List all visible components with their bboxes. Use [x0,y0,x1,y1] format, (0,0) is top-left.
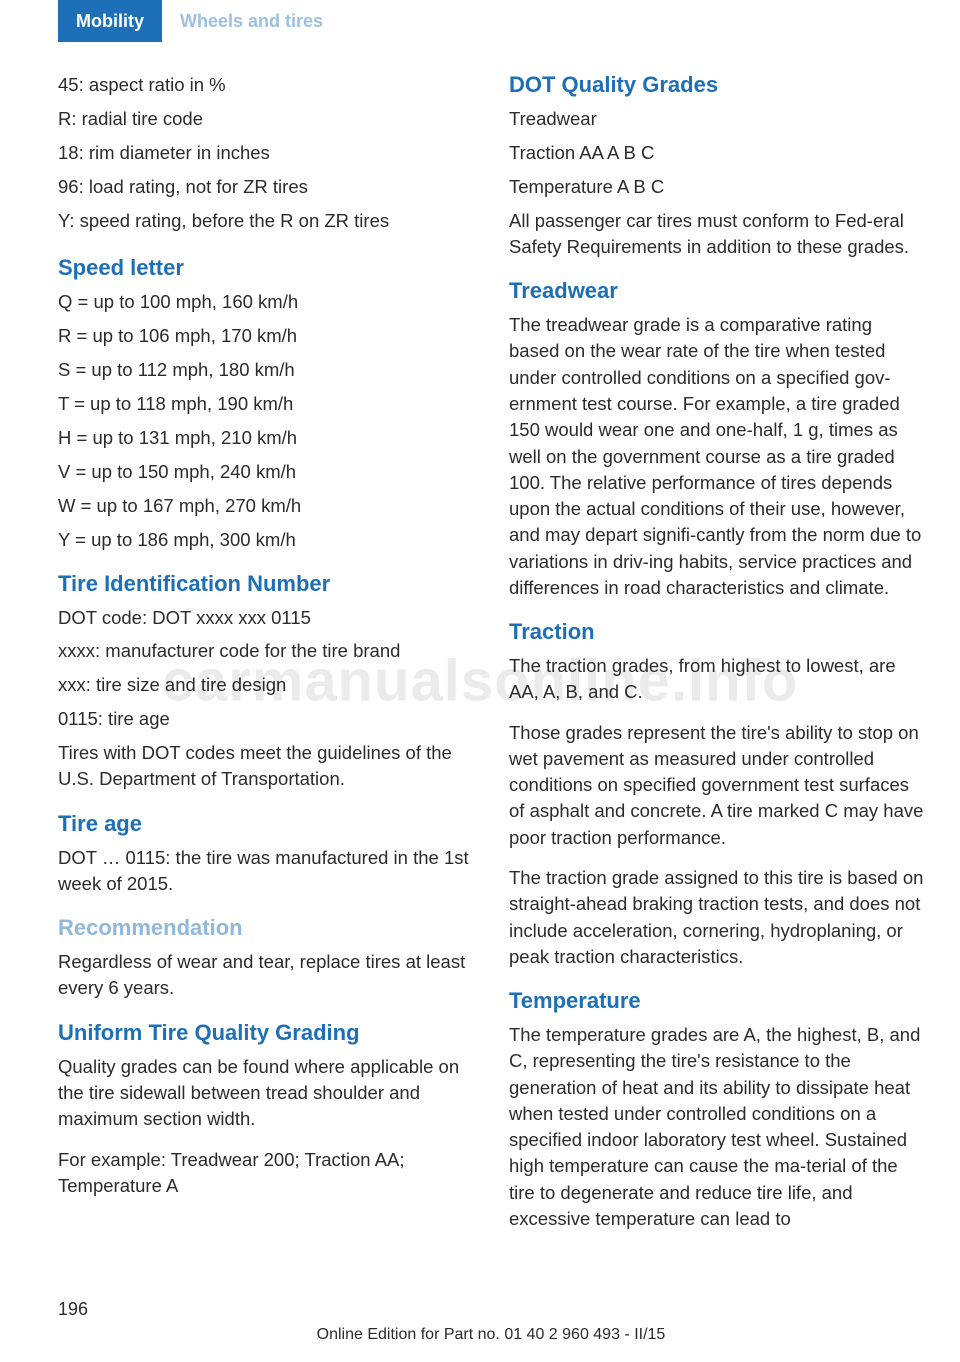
dot-para: All passenger car tires must conform to … [509,208,924,261]
traction-para: Those grades represent the tire's abilit… [509,720,924,851]
intro-line: Y: speed rating, before the R on ZR tire… [58,208,473,234]
left-column: 45: aspect ratio in % R: radial tire cod… [58,72,473,1246]
utqg-para: For example: Treadwear 200; Traction AA;… [58,1147,473,1200]
heading-speed-letter: Speed letter [58,255,473,281]
speed-letter-line: T = up to 118 mph, 190 km/h [58,391,473,417]
dot-line: Temperature A B C [509,174,924,200]
page-container: Mobility Wheels and tires 45: aspect rat… [0,0,960,1362]
tin-line: xxxx: manufacturer code for the tire bra… [58,638,473,664]
intro-line: 18: rim diameter in inches [58,140,473,166]
traction-para: The traction grade assigned to this tire… [509,865,924,970]
heading-dot-quality-grades: DOT Quality Grades [509,72,924,98]
speed-letter-line: H = up to 131 mph, 210 km/h [58,425,473,451]
heading-recommendation: Recommendation [58,915,473,941]
tab-wheels-and-tires: Wheels and tires [162,0,341,42]
heading-traction: Traction [509,619,924,645]
intro-line: 96: load rating, not for ZR tires [58,174,473,200]
tab-mobility: Mobility [58,0,162,42]
temperature-para: The temperature grades are A, the highes… [509,1022,924,1232]
intro-line: 45: aspect ratio in % [58,72,473,98]
speed-letter-line: W = up to 167 mph, 270 km/h [58,493,473,519]
recommendation-para: Regardless of wear and tear, replace tir… [58,949,473,1002]
heading-temperature: Temperature [509,988,924,1014]
speed-letter-line: Q = up to 100 mph, 160 km/h [58,289,473,315]
heading-tire-identification-number: Tire Identification Number [58,571,473,597]
dot-line: Treadwear [509,106,924,132]
traction-para: The traction grades, from highest to low… [509,653,924,706]
page-number: 196 [58,1299,924,1320]
heading-treadwear: Treadwear [509,278,924,304]
online-edition-text: Online Edition for Part no. 01 40 2 960 … [58,1326,924,1344]
utqg-para: Quality grades can be found where applic… [58,1054,473,1133]
speed-letter-line: Y = up to 186 mph, 300 km/h [58,527,473,553]
intro-line: R: radial tire code [58,106,473,132]
footer: 196 Online Edition for Part no. 01 40 2 … [0,1299,960,1344]
tin-line: xxx: tire size and tire design [58,672,473,698]
right-column: DOT Quality Grades Treadwear Traction AA… [509,72,924,1246]
tin-para: Tires with DOT codes meet the guidelines… [58,740,473,793]
content-columns: 45: aspect ratio in % R: radial tire cod… [0,42,960,1246]
tire-age-para: DOT … 0115: the tire was manufactured in… [58,845,473,898]
speed-letter-line: V = up to 150 mph, 240 km/h [58,459,473,485]
speed-letter-line: S = up to 112 mph, 180 km/h [58,357,473,383]
heading-uniform-tire-quality-grading: Uniform Tire Quality Grading [58,1020,473,1046]
heading-tire-age: Tire age [58,811,473,837]
speed-letter-line: R = up to 106 mph, 170 km/h [58,323,473,349]
treadwear-para: The treadwear grade is a comparative rat… [509,312,924,601]
tin-line: 0115: tire age [58,706,473,732]
tin-line: DOT code: DOT xxxx xxx 0115 [58,605,473,631]
dot-line: Traction AA A B C [509,140,924,166]
header-tabs: Mobility Wheels and tires [58,0,960,42]
